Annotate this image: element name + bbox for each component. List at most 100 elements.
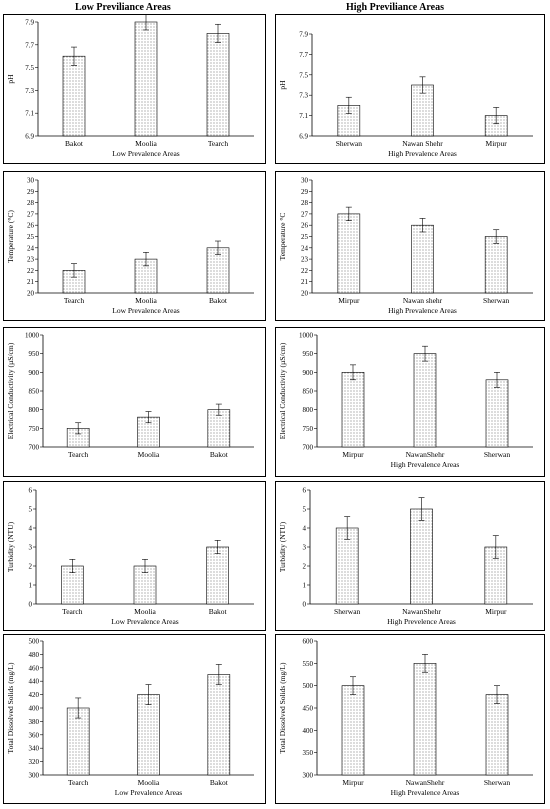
y-tick-label: 4 — [29, 525, 33, 533]
bar-1 — [341, 372, 365, 448]
panel-border — [275, 634, 545, 804]
bar-3 — [206, 546, 229, 605]
chart-panel-8: 0 1 2 3 4 5 6 Sherwan NawanShehr Mirpur High Preve… — [275, 481, 545, 631]
category-label: Bakot — [209, 296, 228, 305]
y-tick-label: 7.3 — [299, 92, 308, 100]
y-axis-title: Total Dissolved Solids (mg/L) — [278, 662, 287, 753]
y-tick-label: 30 — [301, 177, 309, 185]
panel-border — [275, 171, 545, 321]
y-tick-label: 3 — [303, 544, 307, 552]
y-tick-label: 20 — [27, 290, 35, 298]
panel-border — [3, 327, 266, 477]
y-tick-label: 6 — [29, 487, 33, 495]
chart-panel-6: 700 750 800 850 900 950 1000 Mirpur NawanShehr Sh… — [275, 327, 545, 477]
category-label: Moolia — [138, 778, 160, 787]
x-axis-title: Low Prevalence Areas — [112, 306, 180, 315]
y-axis-title: Turbidity (NTU) — [6, 521, 15, 572]
y-tick-label: 25 — [301, 233, 309, 241]
chart-panel-10: 300 350 400 450 500 550 600 Mirpur NawanShehr She… — [275, 634, 545, 804]
y-tick-label: 400 — [303, 727, 314, 735]
y-tick-label: 1000 — [25, 332, 40, 340]
y-tick-label: 1 — [29, 582, 33, 590]
bar-2 — [137, 694, 160, 776]
x-axis-title: Low Prevalence Areas — [112, 149, 180, 158]
bar-1 — [337, 213, 361, 294]
panel-border — [275, 327, 545, 477]
y-tick-label: 450 — [303, 705, 314, 713]
y-tick-label: 850 — [303, 388, 314, 396]
bar-3 — [206, 33, 230, 137]
y-tick-label: 22 — [301, 267, 309, 275]
y-tick-label: 29 — [27, 188, 35, 196]
y-tick-label: 6 — [303, 487, 307, 495]
category-label: Sherwan — [334, 607, 360, 616]
y-tick-label: 900 — [29, 369, 40, 377]
bar-1 — [341, 685, 365, 776]
y-tick-label: 7.9 — [25, 19, 34, 27]
y-tick-label: 30 — [27, 177, 35, 185]
x-axis-title: High Prevalence Areas — [388, 306, 457, 315]
y-axis-title: Electrical Conductivity (µS/cm) — [278, 342, 287, 439]
chart-panel-3: 20 21 22 23 24 25 26 27 28 29 30 Tearch Moolia Bakot L… — [3, 171, 266, 321]
category-label: Bakot — [210, 778, 229, 787]
y-tick-label: 400 — [29, 705, 40, 713]
chart-panel-4: 20 21 22 23 24 25 26 27 28 29 30 Mirpur Nawan shehr S… — [275, 171, 545, 321]
panel-border — [3, 14, 266, 164]
category-label: Bakot — [209, 607, 228, 616]
bar-3 — [207, 674, 231, 776]
panel-border — [3, 481, 266, 631]
y-tick-label: 24 — [27, 244, 35, 252]
y-axis-title: Temperature (°C) — [6, 210, 15, 263]
y-tick-label: 950 — [303, 350, 314, 358]
y-tick-label: 500 — [29, 638, 40, 646]
y-tick-label: 24 — [301, 244, 309, 252]
y-tick-label: 26 — [301, 222, 309, 230]
y-tick-label: 21 — [301, 278, 309, 286]
category-label: Moolia — [135, 139, 157, 148]
category-label: Tearch — [68, 450, 89, 459]
y-tick-label: 700 — [303, 444, 314, 452]
y-tick-label: 7.1 — [299, 112, 308, 120]
y-tick-label: 7.5 — [25, 64, 34, 72]
chart-panel-7: 0 1 2 3 4 5 6 Tearch Moolia Bakot Low Prevalence A… — [3, 481, 266, 631]
panel-border — [275, 481, 545, 631]
y-tick-label: 300 — [29, 772, 40, 780]
y-tick-label: 700 — [29, 444, 40, 452]
y-tick-label: 340 — [29, 745, 40, 753]
category-label: Sherwan — [336, 139, 362, 148]
category-label: NawanShehr — [406, 778, 445, 787]
category-label: Mirpur — [486, 139, 508, 148]
y-tick-label: 500 — [303, 682, 314, 690]
category-label: NawanShehr — [402, 607, 441, 616]
y-tick-label: 23 — [27, 256, 35, 264]
panel-border — [3, 171, 266, 321]
category-label: Nawan Shehr — [402, 139, 443, 148]
y-tick-label: 26 — [27, 222, 35, 230]
y-tick-label: 7.7 — [25, 41, 34, 49]
bar-3 — [484, 236, 508, 294]
x-axis-title: Low Prevalence Areas — [115, 788, 183, 797]
category-label: Tearch — [62, 607, 83, 616]
y-tick-label: 3 — [29, 544, 33, 552]
y-tick-label: 1000 — [299, 332, 314, 340]
y-tick-label: 800 — [303, 406, 314, 414]
category-label: Bakot — [65, 139, 84, 148]
category-label: Mirpur — [342, 778, 364, 787]
category-label: Sherwan — [484, 450, 510, 459]
category-label: Mirpur — [485, 607, 507, 616]
bar-2 — [413, 353, 437, 448]
category-label: Nawan shehr — [403, 296, 443, 305]
y-tick-label: 5 — [29, 506, 33, 514]
y-tick-label: 7.1 — [25, 110, 34, 118]
bar-2 — [411, 224, 434, 294]
category-label: Moolia — [134, 607, 156, 616]
y-axis-title: Total Dissolved Solids (mg/L) — [6, 662, 15, 753]
category-label: Bakot — [210, 450, 229, 459]
y-tick-label: 350 — [303, 749, 314, 757]
bar-2 — [410, 508, 433, 605]
category-label: Moolia — [138, 450, 160, 459]
y-axis-title: pH — [6, 74, 15, 84]
category-label: NawanShehr — [406, 450, 445, 459]
y-axis-title: pH — [278, 80, 287, 90]
y-tick-label: 6.9 — [25, 133, 34, 141]
